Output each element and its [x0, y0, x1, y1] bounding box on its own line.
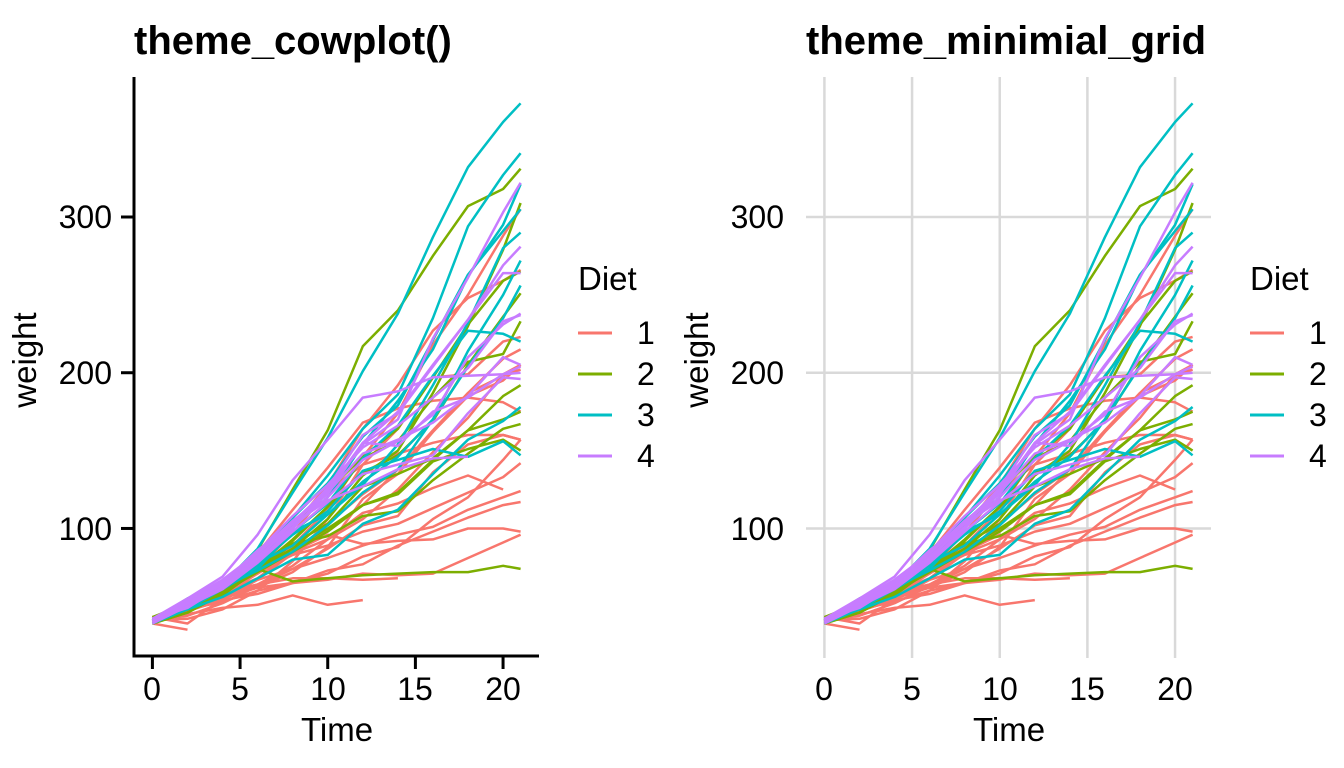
- x-axis-title: Time: [973, 711, 1045, 748]
- growth-line-diet-4: [151, 182, 522, 625]
- growth-line-diet-3: [823, 152, 1194, 622]
- growth-line-diet-1: [152, 594, 363, 622]
- chart-theme-cowplot: theme_cowplot() 100 200 300 0 5 10 15 20…: [6, 19, 655, 748]
- legend-label-diet-3: 3: [1309, 397, 1327, 433]
- legend-label-diet-4: 4: [1309, 438, 1327, 474]
- growth-line-diet-4: [151, 312, 522, 624]
- growth-line-diet-1: [152, 489, 522, 622]
- y-tick-label: 300: [731, 199, 784, 235]
- legend-label-diet-2: 2: [637, 356, 655, 392]
- x-tick-label: 5: [903, 671, 921, 707]
- legend-label-diet-1: 1: [1309, 315, 1327, 351]
- x-tick-label: 5: [231, 671, 249, 707]
- x-tick-label: 20: [485, 671, 521, 707]
- legend: Diet 1 2 3 4: [1250, 260, 1327, 474]
- growth-line-diet-4: [823, 312, 1194, 624]
- growth-line-diet-1: [152, 500, 521, 622]
- growth-line-diet-3: [151, 260, 522, 620]
- growth-line-diet-2: [152, 438, 522, 621]
- y-tick-label: 300: [59, 199, 112, 235]
- x-tick-label: 0: [143, 671, 161, 707]
- growth-line-diet-1: [824, 622, 860, 631]
- growth-line-diet-3: [823, 231, 1194, 622]
- growth-line-diet-4: [823, 313, 1194, 623]
- chart-theme-minimal-grid: theme_minimial_grid 100 200 300 0 5 10 1…: [678, 19, 1327, 748]
- plot-title: theme_cowplot(): [134, 19, 452, 63]
- y-tick-label: 100: [731, 511, 784, 547]
- growth-line-diet-4: [823, 355, 1194, 622]
- x-tick-label: 0: [815, 671, 833, 707]
- growth-line-diet-4: [151, 313, 522, 623]
- growth-line-diet-4: [823, 182, 1194, 625]
- x-tick-label: 10: [310, 671, 346, 707]
- growth-line-diet-4: [151, 355, 522, 622]
- y-tick-label: 200: [59, 355, 112, 391]
- growth-line-diet-3: [152, 406, 522, 622]
- growth-line-diet-4: [823, 271, 1193, 622]
- y-tick-label: 100: [59, 511, 112, 547]
- legend-label-diet-2: 2: [1309, 356, 1327, 392]
- legend-label-diet-4: 4: [637, 438, 655, 474]
- data-line-layer: [151, 102, 522, 631]
- growth-line-diet-1: [824, 594, 1035, 622]
- y-axis-title: weight: [6, 312, 43, 408]
- legend-title: Diet: [578, 260, 637, 297]
- growth-line-diet-1: [824, 489, 1194, 622]
- legend-title: Diet: [1250, 260, 1309, 297]
- growth-line-diet-2: [824, 438, 1194, 621]
- growth-line-diet-1: [152, 622, 188, 631]
- growth-line-diet-4: [151, 271, 521, 622]
- legend: Diet 1 2 3 4: [578, 260, 655, 474]
- x-tick-label: 15: [1069, 671, 1105, 707]
- plot-title: theme_minimial_grid: [806, 19, 1206, 63]
- x-axis-title: Time: [301, 711, 373, 748]
- y-axis-title: weight: [678, 312, 715, 408]
- growth-line-diet-3: [151, 152, 522, 622]
- data-line-layer: [823, 102, 1194, 631]
- x-tick-label: 20: [1157, 671, 1193, 707]
- growth-line-diet-3: [151, 231, 522, 622]
- growth-line-diet-3: [823, 260, 1194, 620]
- legend-label-diet-3: 3: [637, 397, 655, 433]
- y-tick-label: 200: [731, 355, 784, 391]
- growth-line-diet-1: [824, 500, 1193, 622]
- growth-line-diet-4: [151, 371, 521, 620]
- growth-line-diet-3: [824, 406, 1194, 622]
- growth-line-diet-4: [823, 371, 1193, 620]
- x-tick-label: 15: [397, 671, 433, 707]
- x-tick-label: 10: [982, 671, 1018, 707]
- axis-line-layer: [121, 77, 539, 669]
- legend-label-diet-1: 1: [637, 315, 655, 351]
